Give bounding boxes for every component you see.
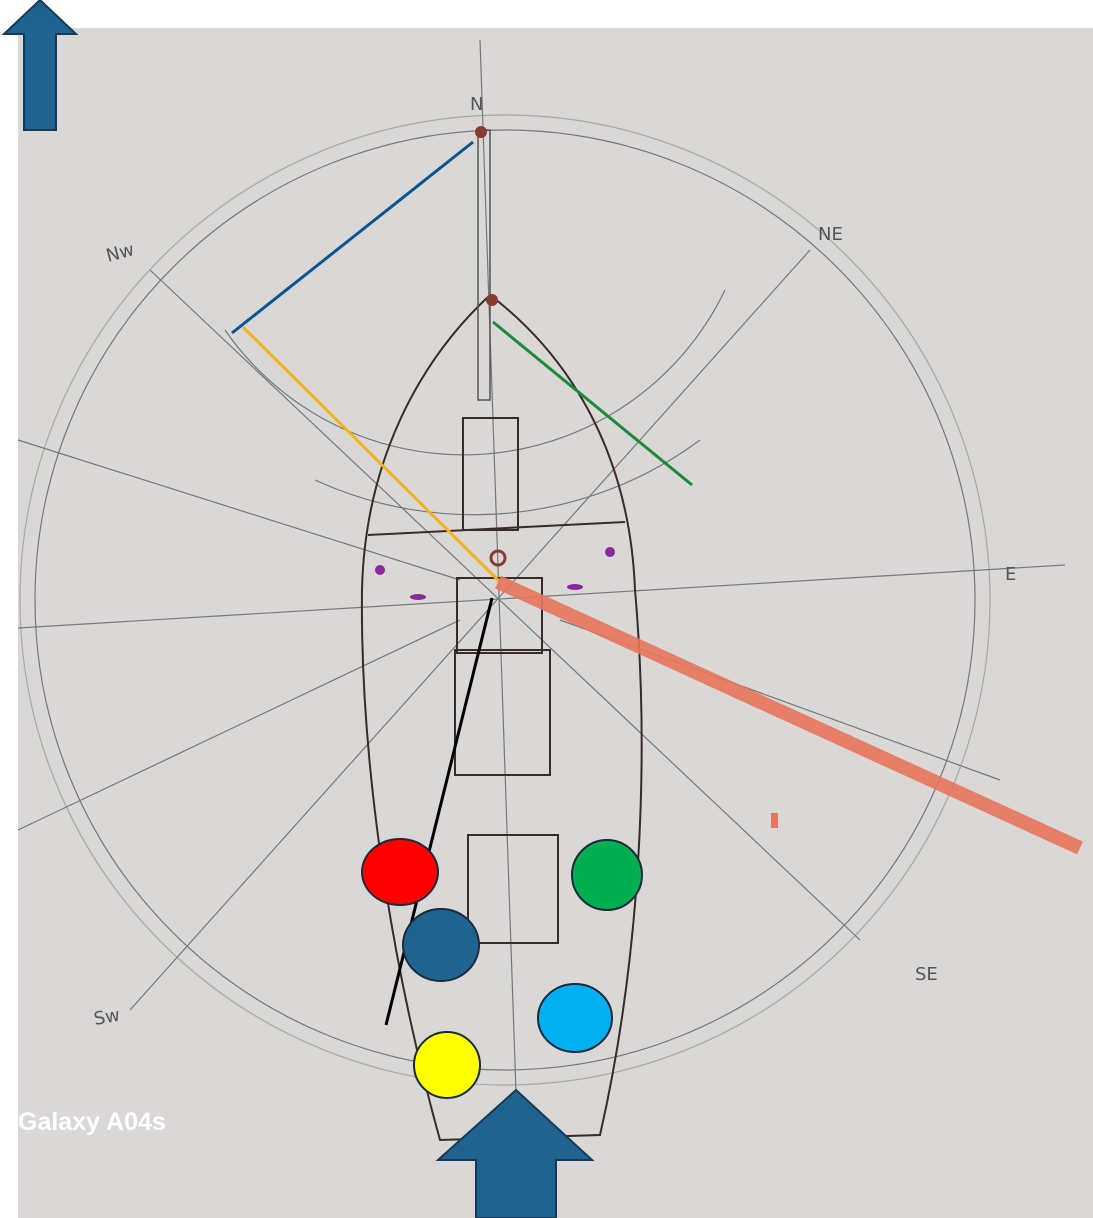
diagram: N NE Nw E SE Sw Galaxy A04s (0, 0, 1093, 1218)
compass-se: SE (915, 964, 938, 985)
compass-e: E (1005, 564, 1016, 585)
watermark: Galaxy A04s (18, 1108, 166, 1136)
compass-n: N (470, 94, 483, 115)
marker-cyan (538, 984, 612, 1052)
marker-green (572, 840, 642, 910)
compass-ne: NE (818, 224, 843, 245)
compass-sw: Sw (92, 1005, 121, 1030)
marker-yellow (414, 1032, 480, 1098)
marker-red (362, 839, 438, 905)
marker-navy (403, 909, 479, 981)
